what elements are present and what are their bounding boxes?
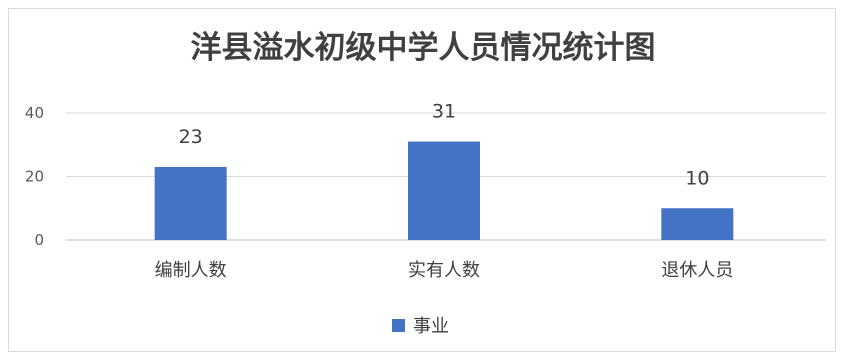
x-category-label: 实有人数 <box>408 260 480 281</box>
bar <box>661 208 734 240</box>
y-tick-label: 20 <box>25 168 44 186</box>
bar <box>408 141 480 240</box>
data-label: 31 <box>432 101 456 123</box>
chart-title: 洋县溢水初级中学人员情况统计图 <box>190 30 656 66</box>
data-label: 10 <box>685 167 709 189</box>
x-category-label: 编制人数 <box>155 260 227 281</box>
y-tick-label: 40 <box>25 104 44 122</box>
x-category-label: 退休人员 <box>661 260 733 281</box>
legend-label: 事业 <box>413 316 449 337</box>
bar <box>154 166 227 240</box>
legend-swatch <box>392 318 405 332</box>
legend: 事业 <box>392 314 449 337</box>
y-tick-label: 0 <box>34 231 44 249</box>
data-label: 23 <box>179 126 203 148</box>
